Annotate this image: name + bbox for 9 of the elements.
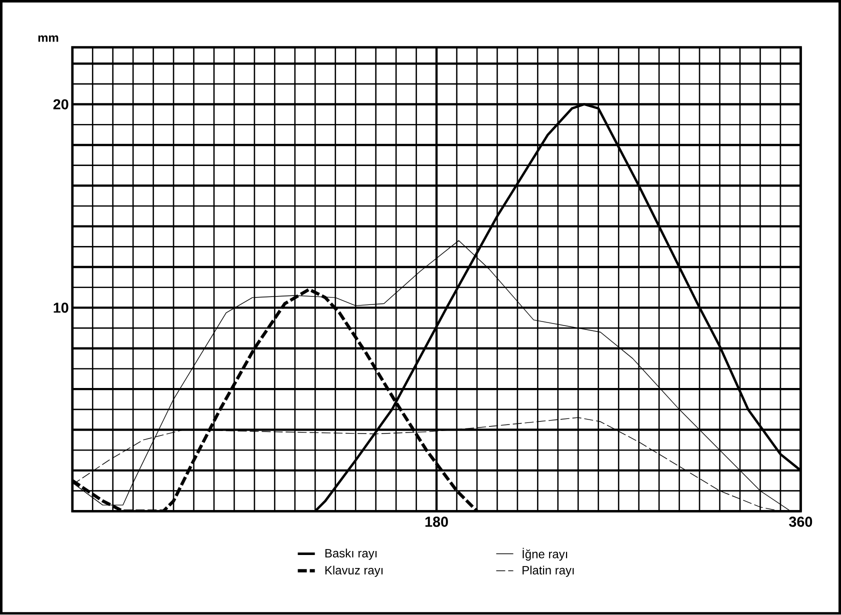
- y-tick-label: 10: [54, 302, 68, 314]
- x-tick-label: 180: [425, 516, 448, 528]
- y-tick-label: 20: [53, 99, 68, 110]
- legend-label: Baskı rayı: [325, 548, 377, 560]
- legend-label: Platin rayı: [522, 566, 574, 578]
- legend-label: Klavuz rayı: [325, 566, 383, 578]
- y-axis-title: mm: [38, 36, 58, 42]
- x-tick-label: 360: [789, 516, 812, 528]
- legend-label: İğne rayı: [522, 548, 568, 561]
